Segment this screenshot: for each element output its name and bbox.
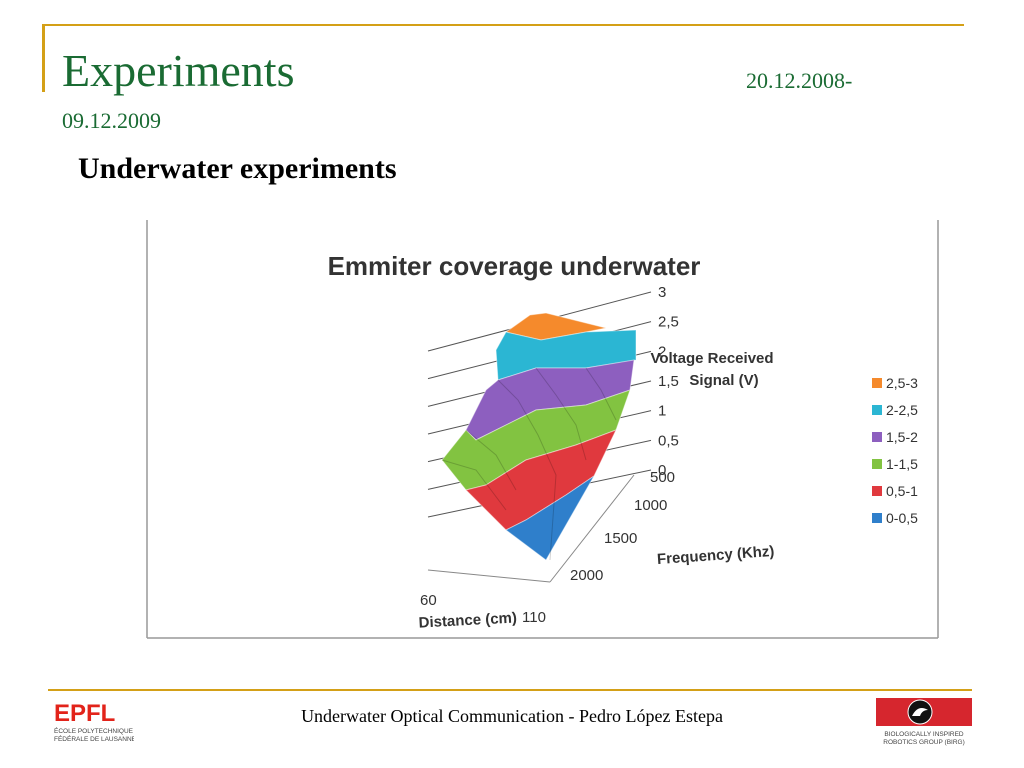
x-axis-label: Distance (cm) [418, 609, 517, 631]
legend-label: 1-1,5 [886, 456, 918, 472]
date-range-start: 20.12.2008- [746, 68, 853, 93]
legend-label: 2-2,5 [886, 402, 918, 418]
footer-text: Underwater Optical Communication - Pedro… [301, 706, 723, 726]
z-tick-label: 2 [658, 343, 666, 360]
chart-container: Emmiter coverage underwater 0 0,5 1 1,5 2 2,5… [146, 220, 940, 640]
legend-swatch [872, 432, 882, 442]
chart-legend: 2,5-3 2-2,5 1,5-2 1-1,5 0,5-1 0-0,5 [872, 375, 918, 526]
surface-band [505, 475, 595, 561]
z-axis-label-line1: Voltage Received [650, 350, 773, 367]
epfl-logo-line1: ÉCOLE POLYTECHNIQUE [54, 726, 134, 735]
surface-facet [465, 429, 517, 491]
z-tick-label: 1,5 [658, 373, 679, 390]
chart-surface [441, 312, 637, 561]
z-tick-label: 3 [658, 284, 666, 301]
title-accent-bar [42, 24, 45, 92]
top-rule [42, 24, 964, 26]
z-tick-label: 0 [658, 462, 666, 479]
z-axis-label-line2: Signal (V) [689, 372, 758, 389]
z-tick-label: 0,5 [658, 432, 679, 449]
epfl-logo-line2: FÉDÉRALE DE LAUSANNE [54, 734, 134, 743]
legend-swatch [872, 459, 882, 469]
birg-logo: BIOLOGICALLY INSPIRED ROBOTICS GROUP (BI… [874, 698, 974, 748]
legend-swatch [872, 405, 882, 415]
surface-facet [535, 367, 587, 461]
legend-label: 0-0,5 [886, 510, 918, 526]
surface-facet [441, 459, 507, 511]
birg-logo-line2: ROBOTICS GROUP (BIRG) [883, 739, 965, 746]
epfl-logo-mark: EPFL [54, 700, 115, 727]
legend-swatch [872, 378, 882, 388]
distance-tick-label: 110 [522, 609, 546, 626]
floor-edge [427, 569, 551, 583]
frequency-tick-label: 1500 [604, 530, 637, 547]
frequency-tick-label: 1000 [634, 497, 667, 514]
legend-swatch [872, 486, 882, 496]
legend-label: 0,5-1 [886, 483, 918, 499]
chart-ticks: 0 0,5 1 1,5 2 2,5 3 500 1000 1500 2000 60 110 [420, 284, 679, 626]
distance-tick-label: 60 [420, 592, 437, 609]
floor-edge [549, 474, 635, 583]
surface-facet [585, 367, 617, 421]
frequency-tick-label: 2000 [570, 567, 603, 584]
footer-rule [48, 689, 972, 691]
legend-swatch [872, 513, 882, 523]
surface-chart: Emmiter coverage underwater 0 0,5 1 1,5 2 2,5… [146, 220, 939, 639]
date-range-end: 09.12.2009 [62, 108, 161, 133]
birg-logo-line1: BIOLOGICALLY INSPIRED [884, 731, 964, 738]
legend-label: 1,5-2 [886, 429, 918, 445]
frequency-tick-label: 500 [650, 469, 675, 486]
epfl-logo: EPFL ÉCOLE POLYTECHNIQUE FÉDÉRALE DE LAU… [52, 700, 137, 744]
chart-title: Emmiter coverage underwater [328, 251, 701, 281]
y-axis-label: Frequency (Khz) [656, 543, 774, 568]
z-tick-label: 1 [658, 403, 666, 420]
slide-title: Experiments [62, 45, 295, 96]
z-tick-label: 2,5 [658, 314, 679, 331]
legend-label: 2,5-3 [886, 375, 918, 391]
surface-facet [497, 379, 557, 561]
slide-subtitle: Underwater experiments [78, 152, 397, 185]
